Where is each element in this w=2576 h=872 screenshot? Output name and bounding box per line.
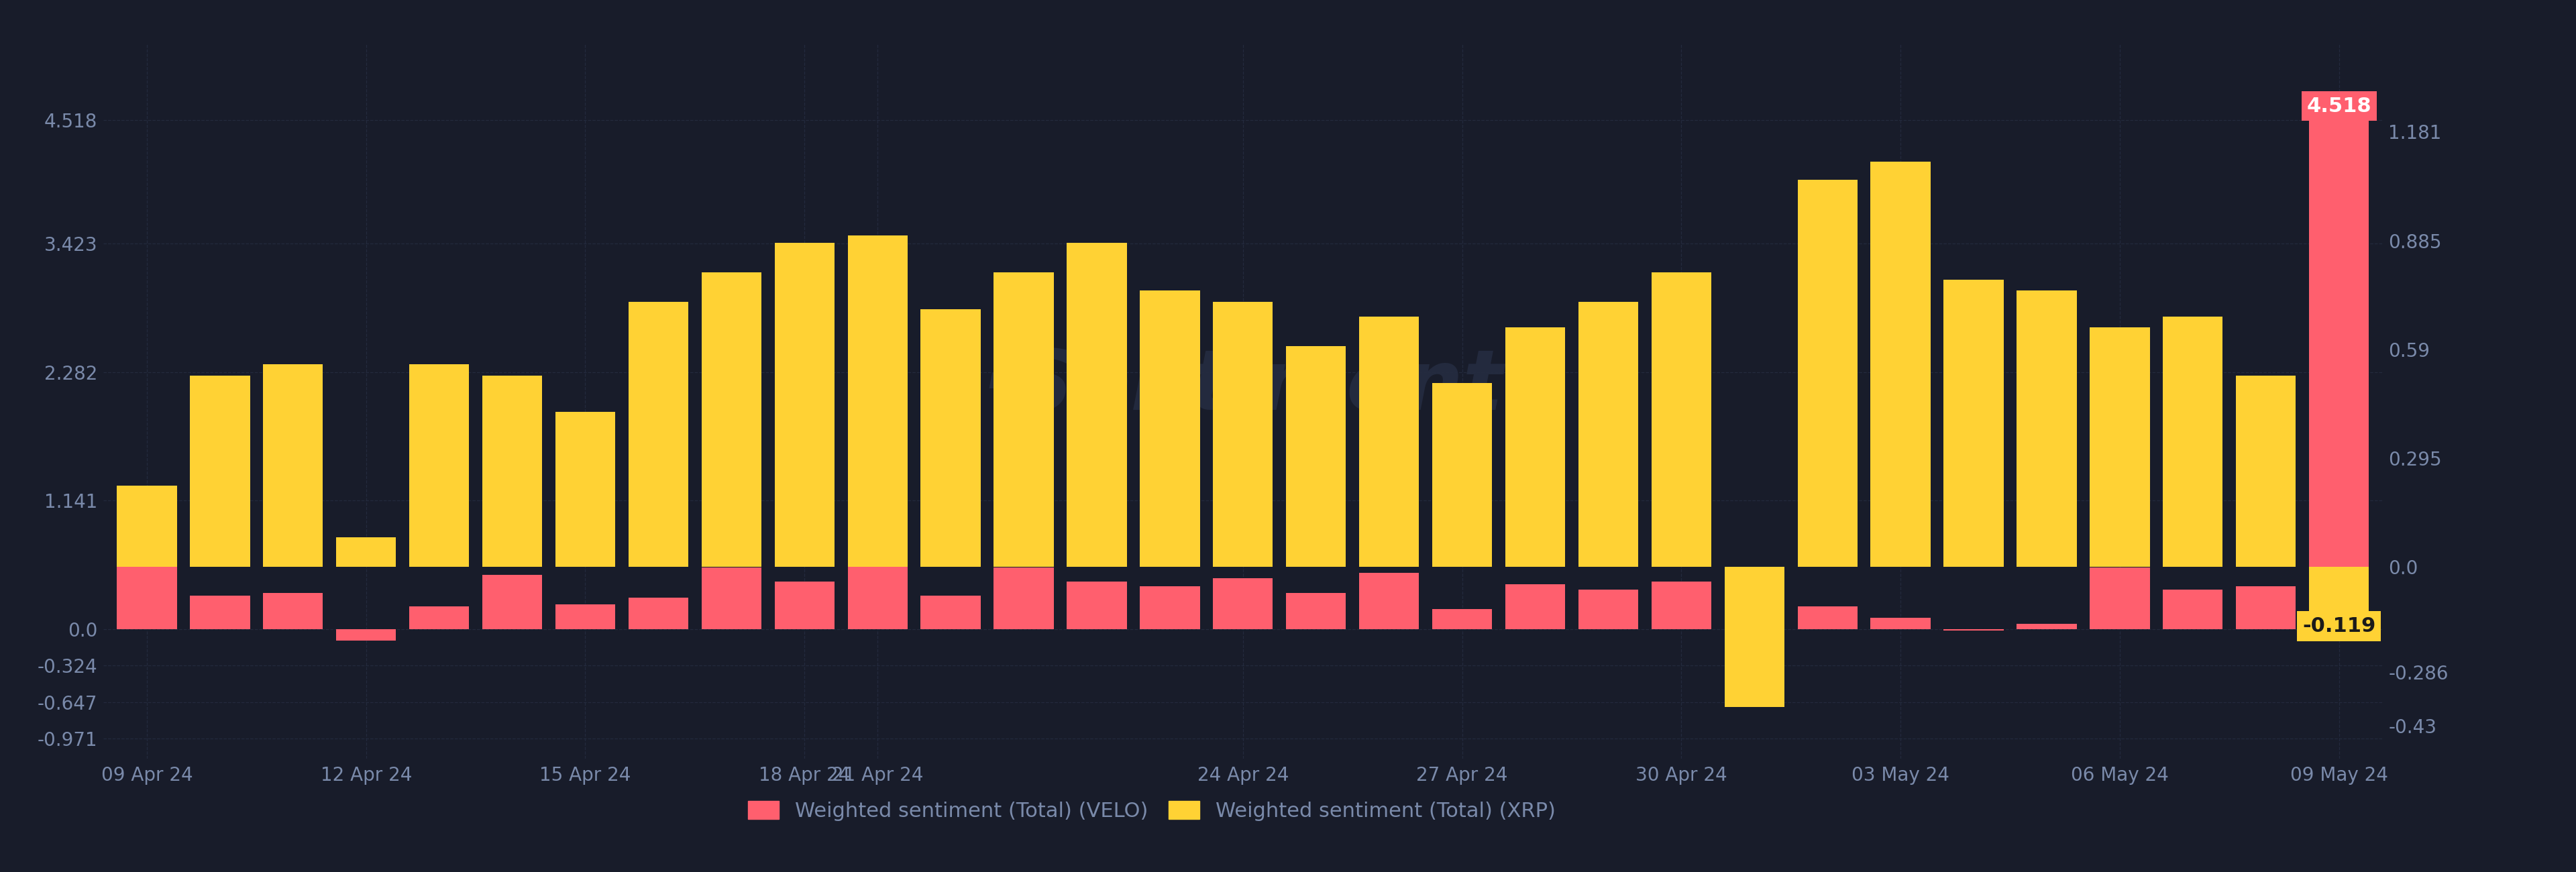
Bar: [263, 364, 322, 567]
Bar: [1945, 280, 2004, 567]
Bar: [629, 597, 688, 629]
Bar: [1213, 302, 1273, 567]
Bar: [1360, 317, 1419, 567]
Bar: [556, 604, 616, 629]
Text: -0.119: -0.119: [2303, 617, 2375, 636]
Bar: [2089, 567, 2151, 629]
Bar: [263, 593, 322, 629]
Bar: [920, 596, 981, 629]
Bar: [1066, 242, 1126, 567]
Bar: [116, 553, 178, 629]
Bar: [1651, 582, 1710, 629]
Bar: [191, 596, 250, 629]
Bar: [1141, 290, 1200, 567]
Bar: [1285, 346, 1345, 567]
Bar: [1141, 586, 1200, 629]
Bar: [116, 486, 178, 567]
Bar: [1432, 609, 1492, 629]
Bar: [1723, 567, 1785, 707]
Bar: [2089, 327, 2151, 567]
Bar: [335, 537, 397, 567]
Bar: [482, 375, 541, 567]
Text: 4.518: 4.518: [2306, 97, 2372, 116]
Bar: [1579, 589, 1638, 629]
Bar: [1723, 629, 1785, 669]
Bar: [1504, 327, 1566, 567]
Bar: [1945, 629, 2004, 630]
Bar: [920, 309, 981, 567]
Bar: [191, 375, 250, 567]
Bar: [1579, 302, 1638, 567]
Bar: [2236, 586, 2295, 629]
Bar: [1651, 272, 1710, 567]
Bar: [1285, 593, 1345, 629]
Text: ·Sentiment: ·Sentiment: [981, 346, 1504, 427]
Bar: [2236, 375, 2295, 567]
Bar: [2017, 623, 2076, 629]
Bar: [775, 582, 835, 629]
Bar: [629, 302, 688, 567]
Legend: Weighted sentiment (Total) (VELO), Weighted sentiment (Total) (XRP): Weighted sentiment (Total) (VELO), Weigh…: [742, 794, 1561, 827]
Bar: [994, 272, 1054, 567]
Bar: [410, 607, 469, 629]
Bar: [1213, 578, 1273, 629]
Bar: [1870, 618, 1929, 629]
Bar: [848, 235, 907, 567]
Bar: [1798, 180, 1857, 567]
Bar: [775, 242, 835, 567]
Bar: [2308, 567, 2370, 611]
Bar: [2017, 290, 2076, 567]
Bar: [994, 567, 1054, 629]
Bar: [482, 576, 541, 629]
Bar: [848, 528, 907, 629]
Bar: [2164, 317, 2223, 567]
Bar: [2164, 589, 2223, 629]
Bar: [701, 567, 762, 629]
Bar: [556, 412, 616, 567]
Bar: [410, 364, 469, 567]
Bar: [335, 629, 397, 640]
Bar: [1432, 383, 1492, 567]
Bar: [1066, 582, 1126, 629]
Bar: [1504, 584, 1566, 629]
Bar: [1798, 607, 1857, 629]
Bar: [1360, 573, 1419, 629]
Bar: [1870, 161, 1929, 567]
Bar: [701, 272, 762, 567]
Bar: [2308, 120, 2370, 629]
